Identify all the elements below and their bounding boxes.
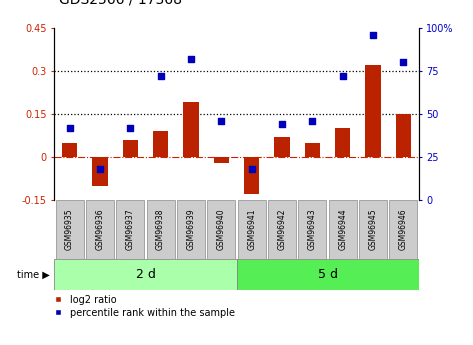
Bar	[236, 259, 419, 290]
Bar	[86, 200, 114, 259]
Point	[187, 56, 195, 61]
Point	[157, 73, 165, 79]
Bar	[92, 157, 107, 186]
Bar	[305, 142, 320, 157]
Bar	[207, 200, 235, 259]
Bar	[335, 128, 350, 157]
Bar	[359, 200, 387, 259]
Bar	[389, 200, 417, 259]
Text: GSM96943: GSM96943	[308, 209, 317, 250]
Bar	[123, 140, 138, 157]
Text: GSM96940: GSM96940	[217, 209, 226, 250]
Point	[339, 73, 347, 79]
Bar	[329, 200, 357, 259]
Bar	[366, 65, 381, 157]
Bar	[274, 137, 289, 157]
Text: 5 d: 5 d	[317, 268, 338, 281]
Point	[96, 166, 104, 172]
Bar	[62, 142, 77, 157]
Point	[126, 125, 134, 130]
Text: time ▶: time ▶	[17, 269, 50, 279]
Bar	[116, 200, 144, 259]
Bar	[153, 131, 168, 157]
Bar	[244, 157, 259, 194]
Point	[369, 32, 377, 37]
Bar	[268, 200, 296, 259]
Text: GSM96939: GSM96939	[186, 209, 195, 250]
Text: GSM96941: GSM96941	[247, 209, 256, 250]
Bar	[298, 200, 326, 259]
Bar	[396, 114, 411, 157]
Text: GSM96938: GSM96938	[156, 209, 165, 250]
Text: GSM96944: GSM96944	[338, 209, 347, 250]
Bar	[184, 102, 199, 157]
Text: GDS2566 / 17368: GDS2566 / 17368	[59, 0, 182, 7]
Bar	[238, 200, 266, 259]
Text: GSM96942: GSM96942	[278, 209, 287, 250]
Point	[400, 59, 407, 65]
Point	[218, 118, 225, 124]
Text: GSM96937: GSM96937	[126, 209, 135, 250]
Bar	[177, 200, 205, 259]
Point	[308, 118, 316, 124]
Text: GSM96935: GSM96935	[65, 209, 74, 250]
Text: GSM96936: GSM96936	[96, 209, 105, 250]
Bar	[147, 200, 175, 259]
Legend: log2 ratio, percentile rank within the sample: log2 ratio, percentile rank within the s…	[54, 295, 235, 318]
Point	[66, 125, 73, 130]
Text: GSM96945: GSM96945	[368, 209, 377, 250]
Point	[248, 166, 255, 172]
Bar	[214, 157, 229, 163]
Bar	[56, 200, 84, 259]
Text: GSM96946: GSM96946	[399, 209, 408, 250]
Point	[278, 121, 286, 127]
Text: 2 d: 2 d	[135, 268, 156, 281]
Bar	[54, 259, 237, 290]
